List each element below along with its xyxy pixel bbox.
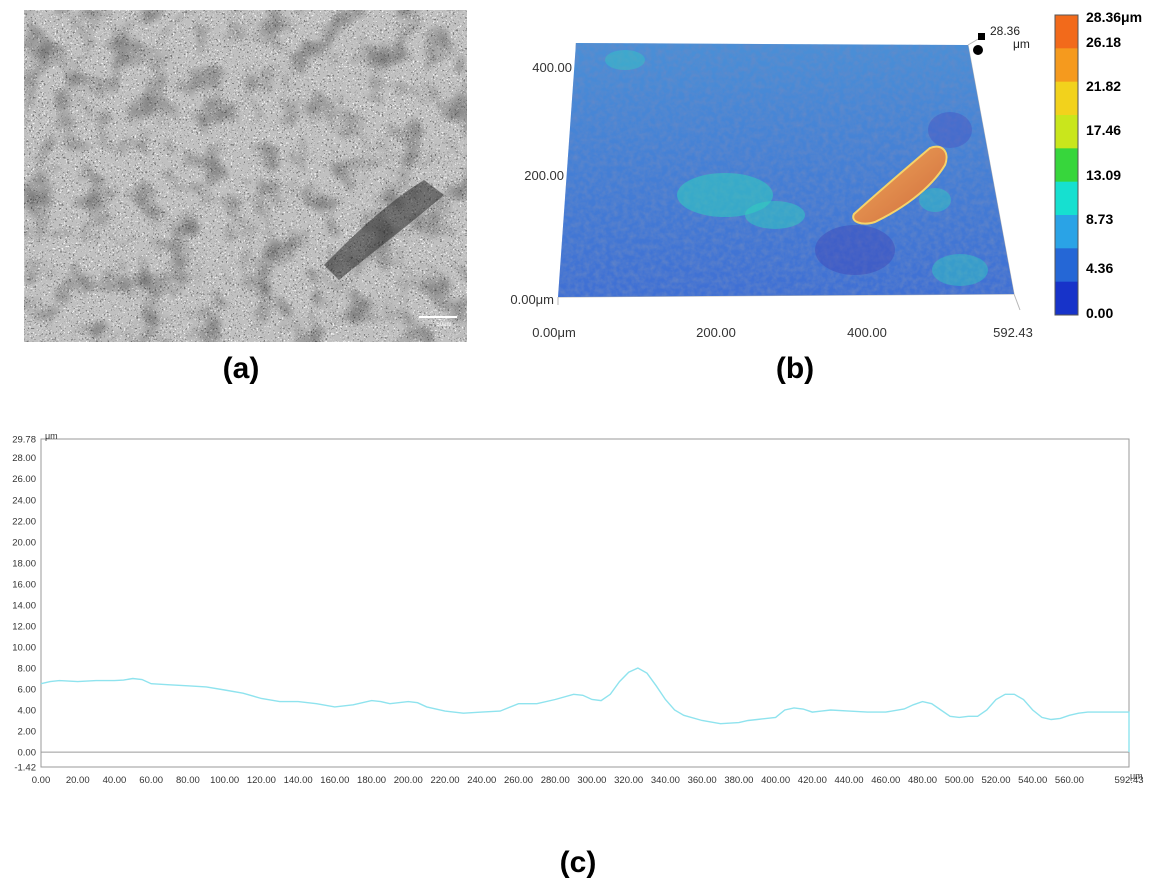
x-tick-label: 340.00 [651, 775, 680, 786]
colorbar-label: 21.82 [1086, 78, 1121, 94]
colorbar-label: 8.73 [1086, 211, 1113, 227]
colorbar-segment [1055, 181, 1078, 216]
y-tick-label: 16.00 [12, 579, 36, 590]
x-tick-label: 0.00μm [532, 325, 576, 340]
x-tick-label: 360.00 [688, 775, 717, 786]
y-tick-label: 24.00 [12, 495, 36, 506]
scale-bar-label: 50μm [436, 322, 451, 328]
y-axis-unit: μm [45, 431, 58, 441]
colorbar-segment [1055, 148, 1078, 183]
y-tick-label: 2.00 [18, 727, 37, 738]
y-tick-label: 18.00 [12, 558, 36, 569]
x-tick-label: 460.00 [871, 775, 900, 786]
surface-3d-panel: 28.36 μm 400.00 200.00 0.00μm 0.00μm 200… [490, 0, 1158, 360]
colorbar-label: 26.18 [1086, 34, 1121, 50]
x-tick-label: 280.00 [541, 775, 570, 786]
y-tick-label: 28.00 [12, 453, 36, 464]
y-tick-label: 4.00 [18, 706, 37, 717]
x-tick-label: 500.00 [945, 775, 974, 786]
x-tick-label: 260.00 [504, 775, 533, 786]
colorbar-segment [1055, 15, 1078, 49]
x-tick-label: 160.00 [320, 775, 349, 786]
y-tick-label: 20.00 [12, 537, 36, 548]
x-tick-label: 380.00 [724, 775, 753, 786]
y-axis: 29.78 28.00 26.00 24.00 22.00 20.00 18.00 16.00… [12, 435, 36, 774]
y-tick-label: 14.00 [12, 600, 36, 611]
colorbar-label: 4.36 [1086, 260, 1113, 276]
plot-frame [40, 438, 1130, 768]
x-axis-unit: μm [1130, 771, 1143, 781]
y-tick-label: 200.00 [524, 168, 564, 183]
dark-ridge [324, 180, 444, 280]
colorbar-segment [1055, 115, 1078, 149]
raised-feature [852, 145, 948, 225]
z-max-value: 28.36 [990, 24, 1020, 38]
x-tick-label: 440.00 [835, 775, 864, 786]
z-max-square-marker [978, 33, 985, 40]
profile-chart-panel: μm μm 29.78 28.00 26.00 24.00 22.00 20.00 18.0… [0, 425, 1158, 805]
z-max-unit: μm [1013, 37, 1030, 51]
x-tick-label: 480.00 [908, 775, 937, 786]
colorbar-frame [1054, 14, 1079, 316]
x-tick-label: 100.00 [210, 775, 239, 786]
x-tick-label: 220.00 [430, 775, 459, 786]
colorbar-label: 28.36μm [1086, 9, 1142, 25]
profile-line [40, 667, 1130, 753]
colorbar-label: 17.46 [1086, 122, 1121, 138]
surface-3d-plot: 28.36 μm 400.00 200.00 0.00μm 0.00μm 200… [510, 9, 1142, 340]
x-tick-label: 540.00 [1018, 775, 1047, 786]
x-tick-label: 140.00 [284, 775, 313, 786]
y-tick-label: 10.00 [12, 642, 36, 653]
x-tick-label: 592.43 [1114, 775, 1143, 786]
y-tick-label: -1.42 [14, 763, 36, 774]
x-tick-label: 240.00 [467, 775, 496, 786]
x-tick-label: 60.00 [139, 775, 163, 786]
colorbar-segment [1055, 48, 1078, 83]
y-tick-label: 22.00 [12, 516, 36, 527]
micrograph-image: 50μm [24, 10, 467, 342]
x-tick-label: 120.00 [247, 775, 276, 786]
y-tick-label: 12.00 [12, 621, 36, 632]
caption-a: (a) [222, 352, 260, 385]
y-tick-label: 0.00 [18, 748, 37, 759]
x-tick-label: 320.00 [614, 775, 643, 786]
caption-b: (b) [775, 352, 815, 385]
y-tick-label: 26.00 [12, 474, 36, 485]
x-tick-label: 200.00 [696, 325, 736, 340]
x-tick-label: 300.00 [577, 775, 606, 786]
x-tick-label: 0.00 [32, 775, 51, 786]
colorbar-label: 13.09 [1086, 167, 1121, 183]
z-max-dot-marker [973, 45, 983, 55]
y-tick-label: 8.00 [18, 663, 37, 674]
colorbar-segment [1055, 248, 1078, 283]
y-tick-label: 400.00 [532, 60, 572, 75]
x-tick-label: 400.00 [847, 325, 887, 340]
colorbar-segment [1055, 81, 1078, 116]
x-tick-label: 520.00 [981, 775, 1010, 786]
x-tick-label: 40.00 [103, 775, 127, 786]
x-axis: 0.00 20.00 40.00 60.00 80.00 100.00 120.00 140.… [32, 775, 1144, 786]
x-tick-label: 80.00 [176, 775, 200, 786]
x-tick-label: 420.00 [798, 775, 827, 786]
height-colorbar [1054, 14, 1079, 316]
caption-c: (c) [559, 846, 597, 879]
profile-chart: μm μm 29.78 28.00 26.00 24.00 22.00 20.00 18.0… [12, 431, 1144, 786]
colorbar-segment [1055, 215, 1078, 249]
y-tick-label: 0.00μm [510, 292, 554, 307]
x-tick-label: 592.43 [993, 325, 1033, 340]
x-tick-label: 180.00 [357, 775, 386, 786]
micrograph-panel: 50μm [24, 10, 467, 342]
colorbar-segment [1055, 281, 1078, 316]
colorbar-label: 0.00 [1086, 305, 1113, 321]
x-tick-label: 20.00 [66, 775, 90, 786]
x-tick-label: 560.00 [1055, 775, 1084, 786]
x-tick-label: 400.00 [761, 775, 790, 786]
y-tick-label: 29.78 [12, 435, 36, 446]
x-tick-label: 200.00 [394, 775, 423, 786]
y-tick-label: 6.00 [18, 684, 37, 695]
